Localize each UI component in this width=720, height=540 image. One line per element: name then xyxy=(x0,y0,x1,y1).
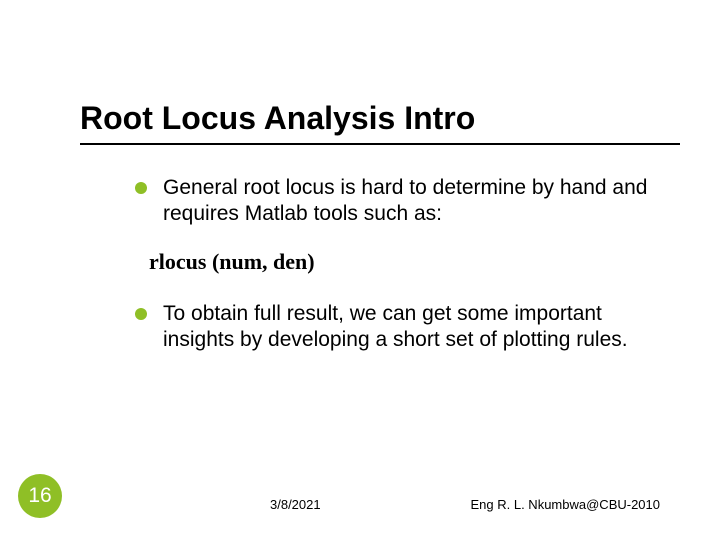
code-line: rlocus (num, den) xyxy=(149,248,660,276)
footer-author: Eng R. L. Nkumbwa@CBU-2010 xyxy=(471,497,661,512)
bullet-text: General root locus is hard to determine … xyxy=(163,176,647,225)
bullet-item: To obtain full result, we can get some i… xyxy=(135,301,660,354)
slide-number-badge: 16 xyxy=(18,474,62,518)
slide-content: General root locus is hard to determine … xyxy=(135,175,660,374)
bullet-text: To obtain full result, we can get some i… xyxy=(163,302,628,351)
footer-date: 3/8/2021 xyxy=(270,497,321,512)
bullet-item: General root locus is hard to determine … xyxy=(135,175,660,228)
slide-number-text: 16 xyxy=(28,484,51,508)
slide-title: Root Locus Analysis Intro xyxy=(80,100,680,145)
bullet-icon xyxy=(135,182,147,194)
bullet-icon xyxy=(135,308,147,320)
slide: Root Locus Analysis Intro General root l… xyxy=(0,0,720,540)
